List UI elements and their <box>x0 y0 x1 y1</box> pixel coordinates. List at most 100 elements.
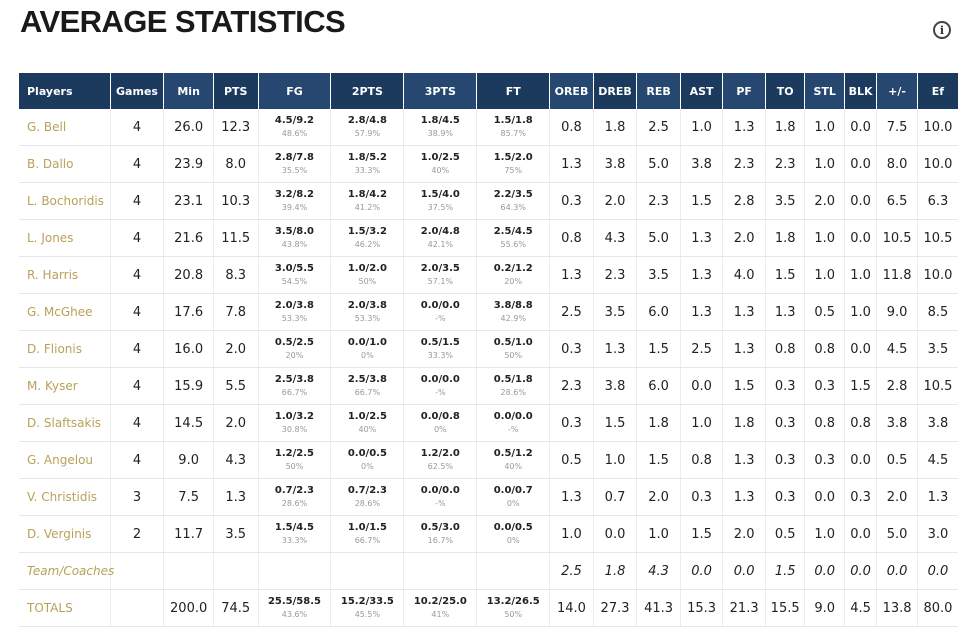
2pts-cell: 1.8/4.2 41.2% <box>330 182 405 220</box>
column-header-oreb[interactable]: OREB <box>549 73 594 109</box>
3pts-cell: 0.0/0.0 -% <box>403 293 478 331</box>
2pts-cell-made-attempted: 0.0/1.0 <box>347 337 387 348</box>
pts-cell: 4.3 <box>213 441 259 479</box>
pf-cell: 0.0 <box>722 552 766 590</box>
ef-cell: 10.0 <box>917 109 958 146</box>
ft-cell-percentage: -% <box>507 425 519 434</box>
reb-cell: 5.0 <box>636 219 681 257</box>
2pts-cell: 1.0/1.5 66.7% <box>330 515 405 553</box>
2pts-cell-made-attempted: 0.7/2.3 <box>347 485 387 496</box>
column-header-blk[interactable]: BLK <box>844 73 878 109</box>
pts-cell: 12.3 <box>213 109 259 146</box>
player-name-link[interactable]: M. Kyser <box>19 367 111 405</box>
ef-cell: 0.0 <box>917 552 958 590</box>
3pts-cell-percentage: 37.5% <box>427 203 454 212</box>
column-header-dreb[interactable]: DREB <box>593 73 638 109</box>
fg-cell-percentage: 20% <box>285 351 304 360</box>
column-header-games[interactable]: Games <box>110 73 165 109</box>
ast-cell: 1.3 <box>680 256 724 294</box>
games-cell: 3 <box>110 478 165 516</box>
player-name-link[interactable]: D. Verginis <box>19 515 111 553</box>
player-row: B. Dallo 4 23.9 8.0 2.8/7.8 35.5% 1.8/5.2 33.3%… <box>19 145 958 183</box>
column-header-ef[interactable]: Ef <box>917 73 958 109</box>
totals-row: TOTALS 200.0 74.5 25.5/58.5 43.6% 15.2/33.5 45… <box>19 589 958 627</box>
3pts-cell-percentage: -% <box>435 388 446 397</box>
to-cell: 1.8 <box>765 109 806 146</box>
3pts-cell-made-attempted: 1.5/4.0 <box>420 189 460 200</box>
column-header-ast[interactable]: AST <box>680 73 724 109</box>
column-header-to[interactable]: TO <box>765 73 806 109</box>
fg-cell-percentage: 33.3% <box>281 536 308 545</box>
2pts-cell-percentage: 28.6% <box>354 499 381 508</box>
column-header-min[interactable]: Min <box>163 73 214 109</box>
fg-cell-percentage: 28.6% <box>281 499 308 508</box>
3pts-cell-made-attempted: 1.2/2.0 <box>420 448 460 459</box>
column-header-stl[interactable]: STL <box>804 73 845 109</box>
fg-cell: 2.8/7.8 35.5% <box>258 145 332 183</box>
column-header-reb[interactable]: REB <box>636 73 681 109</box>
reb-cell: 3.5 <box>636 256 681 294</box>
2pts-cell-percentage: 0% <box>361 351 374 360</box>
column-header-2pts[interactable]: 2PTS <box>330 73 405 109</box>
ef-cell: 8.5 <box>917 293 958 331</box>
player-name-link[interactable]: L. Jones <box>19 219 111 257</box>
player-name-link[interactable]: R. Harris <box>19 256 111 294</box>
oreb-cell: 1.0 <box>549 515 594 553</box>
fg-cell-made-attempted: 0.5/2.5 <box>274 337 315 348</box>
3pts-cell-made-attempted: 2.0/3.5 <box>420 263 460 274</box>
2pts-cell-percentage: 40% <box>358 425 377 434</box>
column-header-pf[interactable]: PF <box>722 73 766 109</box>
blk-cell: 0.0 <box>844 552 878 590</box>
ast-cell: 1.0 <box>680 404 724 442</box>
min-cell: 23.1 <box>163 182 214 220</box>
ef-cell: 80.0 <box>917 589 958 627</box>
3pts-cell-made-attempted: 0.5/3.0 <box>420 522 460 533</box>
column-header-players[interactable]: Players <box>19 73 111 109</box>
reb-cell: 6.0 <box>636 293 681 331</box>
3pts-cell: 0.0/0.0 -% <box>403 478 478 516</box>
pts-cell: 1.3 <box>213 478 259 516</box>
pf-cell: 2.3 <box>722 145 766 183</box>
fg-cell-made-attempted: 1.2/2.5 <box>274 448 315 459</box>
player-name-link[interactable]: G. Angelou <box>19 441 111 479</box>
player-name-link[interactable]: G. Bell <box>19 109 111 146</box>
player-name-link[interactable]: V. Christidis <box>19 478 111 516</box>
pm-cell: 2.0 <box>876 478 918 516</box>
player-name-link[interactable]: D. Slaftsakis <box>19 404 111 442</box>
stl-cell: 2.0 <box>804 182 845 220</box>
fg-cell-made-attempted: 3.0/5.5 <box>274 263 315 274</box>
stl-cell: 0.3 <box>804 441 845 479</box>
to-cell: 0.3 <box>765 367 806 405</box>
column-header-pts[interactable]: PTS <box>213 73 259 109</box>
2pts-cell-percentage: 46.2% <box>354 240 381 249</box>
oreb-cell: 0.3 <box>549 404 594 442</box>
ft-cell-percentage: 75% <box>504 166 523 175</box>
3pts-cell: 0.0/0.0 -% <box>403 367 478 405</box>
oreb-cell: 1.3 <box>549 478 594 516</box>
column-header-3pts[interactable]: 3PTS <box>403 73 478 109</box>
3pts-cell: 0.5/3.0 16.7% <box>403 515 478 553</box>
player-name-link[interactable]: L. Bochoridis <box>19 182 111 220</box>
info-icon[interactable]: i <box>933 21 951 39</box>
3pts-cell: 1.0/2.5 40% <box>403 145 478 183</box>
player-name-link[interactable]: B. Dallo <box>19 145 111 183</box>
ft-cell-made-attempted: 1.5/1.8 <box>493 115 533 126</box>
pts-cell: 8.0 <box>213 145 259 183</box>
ft-cell-made-attempted: 0.5/1.0 <box>493 337 533 348</box>
ft-cell-made-attempted: 2.5/4.5 <box>493 226 533 237</box>
to-cell: 1.8 <box>765 219 806 257</box>
ast-cell: 2.5 <box>680 330 724 368</box>
games-cell: 2 <box>110 515 165 553</box>
ft-cell: 0.0/0.7 0% <box>476 478 551 516</box>
ft-cell-percentage: 0% <box>506 536 520 545</box>
player-name-link[interactable]: D. Flionis <box>19 330 111 368</box>
pf-cell: 1.3 <box>722 330 766 368</box>
games-cell: 4 <box>110 367 165 405</box>
player-name-link[interactable]: G. McGhee <box>19 293 111 331</box>
ef-cell: 10.0 <box>917 145 958 183</box>
column-header-ft[interactable]: FT <box>476 73 551 109</box>
column-header-fg[interactable]: FG <box>258 73 332 109</box>
column-header-plus-minus[interactable]: +/- <box>876 73 918 109</box>
2pts-cell-made-attempted: 1.0/2.5 <box>347 411 387 422</box>
blk-cell: 0.0 <box>844 182 878 220</box>
